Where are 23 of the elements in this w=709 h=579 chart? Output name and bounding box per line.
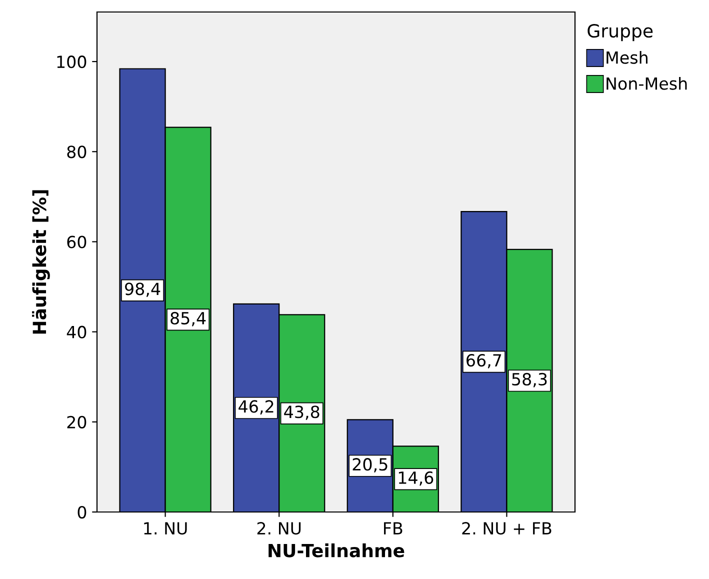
x-tick-label: 2. NU [257, 522, 301, 535]
legend-title: Gruppe [588, 24, 653, 42]
x-tick-label: 1. NU [144, 522, 187, 535]
data-label: 46,2 [238, 400, 274, 414]
data-label: 66,7 [466, 354, 502, 368]
y-tick-label: 60 [67, 236, 86, 248]
data-label: 43,8 [284, 406, 320, 420]
y-axis-title: Häufigkeit [%] [32, 190, 50, 334]
data-label: 98,4 [125, 282, 160, 297]
y-tick-label: 100 [57, 56, 86, 68]
data-label: 58,3 [512, 372, 547, 388]
y-tick-label: 40 [66, 326, 86, 338]
x-tick-label: FB [384, 522, 402, 534]
legend-label: Non-Mesh [606, 76, 687, 90]
x-axis-title: NU-Teilnahme [268, 543, 404, 558]
data-label: 20,5 [352, 458, 388, 472]
y-tick-label: 20 [67, 416, 86, 428]
y-tick-label: 80 [67, 146, 86, 158]
x-tick-label: 2. NU + FB [462, 522, 552, 535]
data-label: 85,4 [170, 312, 206, 326]
legend-label: Mesh [606, 50, 648, 64]
data-label: 14,6 [398, 471, 434, 486]
y-tick-label: 0 [78, 506, 86, 519]
